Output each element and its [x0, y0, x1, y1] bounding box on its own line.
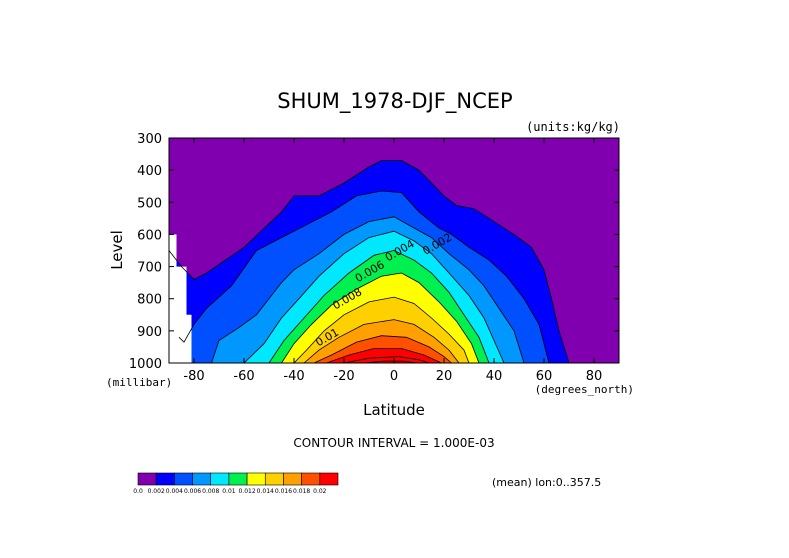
colorbar-swatch [319, 472, 339, 486]
colorbar-swatch [301, 472, 321, 486]
x-tick-label: -40 [283, 369, 304, 384]
y-unit-label: (millibar) [106, 376, 172, 389]
y-tick-label: 1000 [129, 357, 162, 372]
colorbar-swatch [137, 472, 157, 486]
x-tick-label: -20 [333, 369, 354, 384]
contour-line-7 [293, 296, 470, 363]
colorbar-swatch [246, 472, 266, 486]
contour-line-2 [178, 190, 550, 363]
x-tick-label: 0 [390, 369, 398, 384]
colorbar-label: 0.006 [184, 488, 201, 495]
colorbar-label: 0.004 [166, 488, 183, 495]
y-tick-label: 600 [137, 228, 162, 243]
colorbar-label: 0.012 [238, 488, 255, 495]
x-unit-label: (degrees_north) [535, 383, 634, 396]
contour-line-11 [343, 356, 430, 363]
colorbar-swatch [155, 472, 175, 486]
colorbar-swatch [264, 472, 284, 486]
colorbar-swatch [228, 472, 248, 486]
colorbar-label: 0.0 [133, 488, 143, 495]
y-tick-label: 800 [137, 293, 162, 308]
x-tick-label: 60 [536, 369, 553, 384]
x-tick-label: 80 [586, 369, 603, 384]
colorbar-label: 0.01 [222, 488, 236, 495]
contour-lines [169, 160, 570, 363]
colorbar: 0.0 0.002 0.004 0.006 0.008 0.01 0.012 0.014 0.0… [133, 472, 339, 495]
missing-data-region [169, 234, 192, 363]
contour-line-9 [313, 335, 452, 363]
y-tick-label: 400 [137, 164, 162, 179]
x-tick-label: -60 [233, 369, 254, 384]
contour-line-4 [243, 230, 505, 363]
colorbar-label: 0.016 [275, 488, 292, 495]
x-axis-label: Latitude [363, 401, 425, 419]
colorbar-swatch [210, 472, 230, 486]
x-axis-ticks: -80 -60 -40 -20 0 20 40 60 80 [183, 138, 602, 384]
y-tick-label: 900 [137, 325, 162, 340]
colorbar-label: 0.002 [148, 488, 165, 495]
contour-interval-text: CONTOUR INTERVAL = 1.000E-03 [293, 436, 494, 450]
contour-line-6 [281, 272, 480, 363]
colorbar-label: 0.018 [293, 488, 310, 495]
y-tick-label: 500 [137, 196, 162, 211]
x-tick-label: -80 [183, 369, 204, 384]
colorbar-label: 0.02 [313, 488, 327, 495]
x-tick-label: 20 [436, 369, 453, 384]
chart-title: SHUM_1978-DJF_NCEP [277, 89, 512, 114]
y-axis-ticks: 300 400 500 600 700 800 900 1000 [129, 132, 619, 372]
y-axis-label: Level [108, 230, 126, 270]
y-tick-label: 300 [137, 132, 162, 147]
colorbar-swatch [283, 472, 302, 486]
contour-line-5 [268, 250, 490, 363]
mean-text: (mean) lon:0..357.5 [492, 476, 601, 489]
colorbar-swatch [174, 472, 193, 486]
colorbar-swatch [192, 472, 212, 486]
contour-line-1 [169, 160, 570, 363]
contour-fills [169, 138, 619, 363]
units-label: (units:kg/kg) [526, 120, 620, 134]
contour-line-8 [303, 319, 460, 363]
contour-line-3 [211, 216, 525, 363]
colorbar-label: 0.008 [202, 488, 219, 495]
colorbar-label: 0.014 [257, 488, 274, 495]
contour-line-10 [326, 348, 442, 363]
x-tick-label: 40 [486, 369, 503, 384]
y-tick-label: 700 [137, 261, 162, 276]
